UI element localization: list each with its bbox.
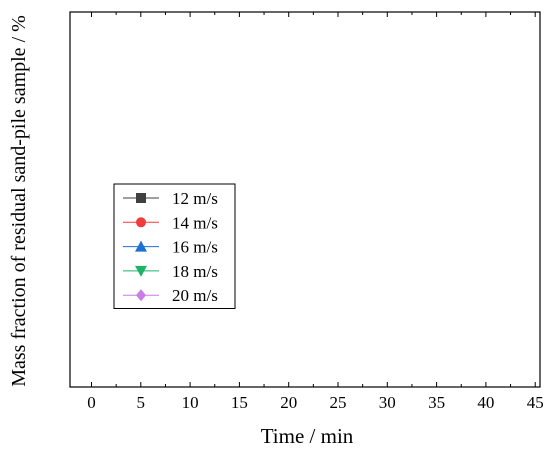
x-axis: 0 5 10 15 20 25 30 35 40 45	[87, 12, 544, 412]
legend-marker	[136, 193, 146, 203]
x-tick-label: 40	[477, 393, 494, 412]
legend-label: 12 m/s	[172, 189, 218, 208]
x-tick-label: 45	[527, 393, 544, 412]
x-tick-label: 35	[428, 393, 445, 412]
legend-marker	[136, 289, 146, 302]
legend-item: 16 m/s	[123, 238, 218, 257]
legend-marker	[135, 240, 147, 252]
legend-label: 16 m/s	[172, 238, 218, 257]
legend: 12 m/s 14 m/s 16 m/s 18 m/s 20 m/s	[113, 183, 236, 309]
legend-label: 18 m/s	[172, 262, 218, 281]
legend-item: 14 m/s	[123, 213, 218, 232]
x-tick-label: 10	[182, 393, 199, 412]
legend-marker	[135, 265, 147, 277]
x-axis-label: Time / min	[261, 424, 354, 448]
plot-border	[69, 11, 541, 388]
legend-item: 18 m/s	[123, 262, 218, 281]
x-tick-label: 0	[87, 393, 96, 412]
x-tick-label: 15	[231, 393, 248, 412]
x-tick-label: 25	[330, 393, 347, 412]
plot-area	[69, 11, 541, 388]
x-tick-label: 20	[280, 393, 297, 412]
legend-marker	[136, 217, 146, 228]
x-tick-label: 5	[137, 393, 146, 412]
legend-item: 20 m/s	[123, 286, 218, 305]
legend-label: 20 m/s	[172, 286, 218, 305]
legend-item: 12 m/s	[123, 189, 218, 208]
y-axis-label: Mass fraction of residual sand-pile samp…	[8, 15, 30, 387]
x-tick-label: 30	[379, 393, 396, 412]
legend-label: 14 m/s	[172, 213, 218, 232]
